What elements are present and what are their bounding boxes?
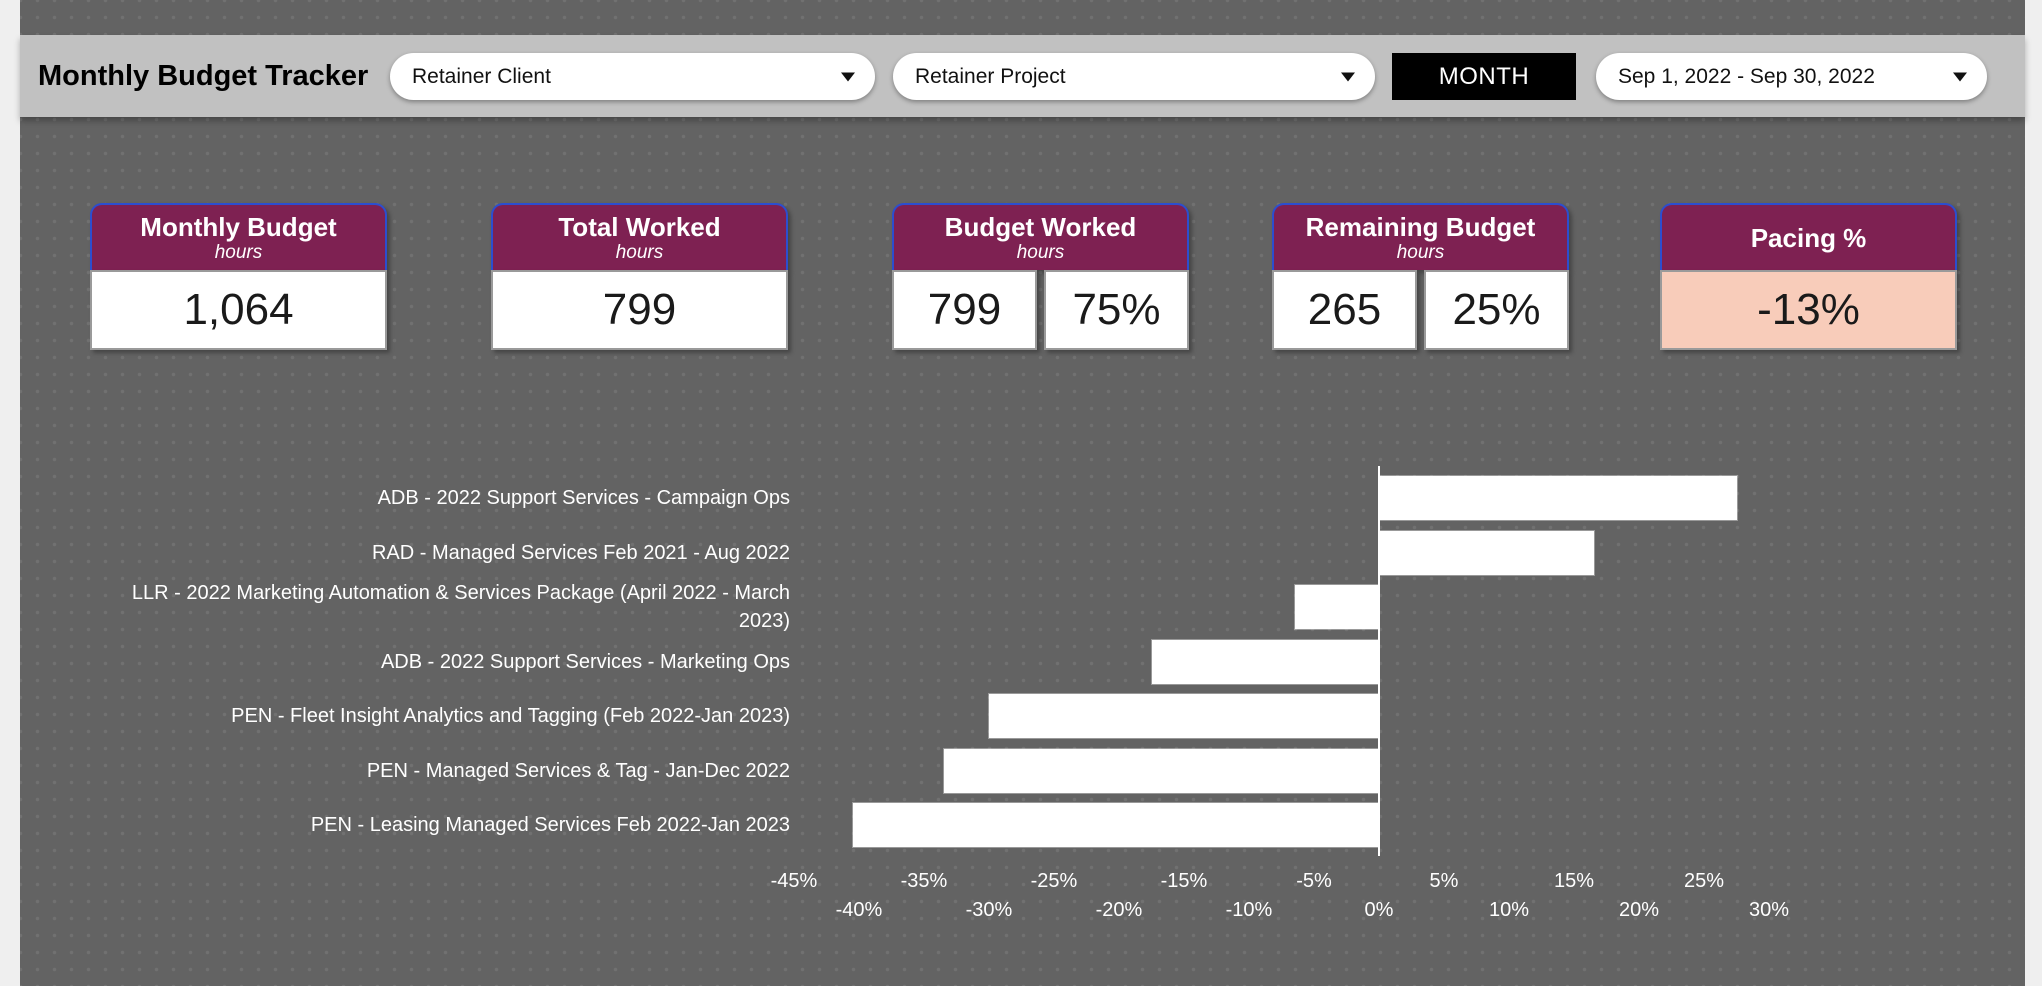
- scorecard-value: 799: [892, 270, 1037, 350]
- bar[interactable]: [852, 803, 1379, 847]
- scorecard-body: 265 25%: [1272, 270, 1569, 350]
- category-label: PEN - Managed Services & Tag - Jan-Dec 2…: [366, 759, 790, 782]
- category-label: LLR - 2022 Marketing Automation & Servic…: [131, 582, 790, 632]
- category-label: ADB - 2022 Support Services - Campaign O…: [377, 487, 790, 509]
- bar[interactable]: [1294, 585, 1379, 629]
- category-label: RAD - Managed Services Feb 2021 - Aug 20…: [371, 541, 790, 564]
- bar[interactable]: [1151, 639, 1379, 684]
- scorecard: Remaining Budget hours 265 25%: [1272, 203, 1569, 350]
- date-range-dropdown[interactable]: Sep 1, 2022 - Sep 30, 2022: [1596, 53, 1987, 100]
- axis-tick-label: -15%: [1160, 870, 1208, 892]
- axis-tick-label: -45%: [770, 870, 818, 892]
- scorecard-title: Remaining Budget: [1305, 212, 1536, 242]
- scorecard-body: 1,064: [90, 270, 387, 350]
- scorecard-subtitle: hours: [615, 242, 664, 263]
- dashboard-canvas: Monthly Budget Tracker Retainer Client R…: [20, 0, 2025, 986]
- date-range-value: Sep 1, 2022 - Sep 30, 2022: [1618, 64, 1875, 88]
- scorecard: Total Worked hours 799: [491, 203, 788, 350]
- scorecard-body: 799 75%: [892, 270, 1189, 350]
- topbar: Monthly Budget Tracker Retainer Client R…: [20, 35, 2025, 117]
- axis-tick-label: -25%: [1030, 870, 1078, 892]
- bar[interactable]: [943, 748, 1379, 793]
- scorecard-subtitle: hours: [1016, 242, 1065, 263]
- month-toggle-button[interactable]: MONTH: [1392, 53, 1576, 100]
- zero-axis-line: [1378, 466, 1380, 856]
- axis-tick-label: 20%: [1618, 899, 1660, 921]
- axis-tick-label: 0%: [1364, 899, 1394, 921]
- scorecard-subtitle: hours: [214, 242, 263, 263]
- scorecard-header: Total Worked hours: [491, 203, 788, 270]
- scorecard-value: -13%: [1660, 270, 1957, 350]
- scorecard-header: Remaining Budget hours: [1272, 203, 1569, 270]
- axis-tick-label: -5%: [1296, 870, 1332, 892]
- axis-tick-label: 15%: [1553, 870, 1595, 892]
- chevron-down-icon: [1953, 72, 1967, 81]
- category-label: ADB - 2022 Support Services - Marketing …: [380, 650, 790, 673]
- axis-tick-label: -10%: [1225, 899, 1273, 921]
- scorecard-header: Monthly Budget hours: [90, 203, 387, 270]
- client-filter-value: Retainer Client: [412, 64, 551, 88]
- scorecard-header: Budget Worked hours: [892, 203, 1189, 270]
- axis-tick-label: 5%: [1429, 870, 1459, 892]
- scorecard-subtitle: hours: [1396, 242, 1445, 263]
- scorecard-title: Total Worked: [558, 212, 721, 242]
- scorecard-header: Pacing %: [1660, 203, 1957, 270]
- scorecard-title: Budget Worked: [944, 212, 1137, 242]
- chevron-down-icon: [841, 72, 855, 81]
- chevron-down-icon: [1341, 72, 1355, 81]
- scorecard-value: 1,064: [90, 270, 387, 350]
- scorecard-title: Pacing %: [1750, 222, 1867, 253]
- axis-tick-label: -20%: [1095, 899, 1143, 921]
- axis-tick-label: 10%: [1488, 899, 1530, 921]
- axis-tick-label: -40%: [835, 899, 883, 921]
- scorecard-body: 799: [491, 270, 788, 350]
- category-label: PEN - Leasing Managed Services Feb 2022-…: [310, 814, 790, 836]
- project-filter-dropdown[interactable]: Retainer Project: [893, 53, 1375, 100]
- project-filter-value: Retainer Project: [915, 64, 1066, 88]
- scorecard: Pacing % -13%: [1660, 203, 1957, 350]
- scorecard-value: 265: [1272, 270, 1417, 350]
- axis-tick-label: 30%: [1748, 899, 1790, 921]
- bar[interactable]: [989, 694, 1379, 738]
- category-label: PEN - Fleet Insight Analytics and Taggin…: [231, 705, 790, 727]
- axis-tick-label: 25%: [1683, 870, 1725, 892]
- axis-tick-label: -30%: [965, 899, 1013, 921]
- scorecard-body: -13%: [1660, 270, 1957, 350]
- page-title: Monthly Budget Tracker: [38, 59, 369, 92]
- scorecard-value: 25%: [1424, 270, 1569, 350]
- client-filter-dropdown[interactable]: Retainer Client: [390, 53, 875, 100]
- scorecard-value: 799: [491, 270, 788, 350]
- axis-tick-label: -35%: [900, 870, 948, 892]
- bar[interactable]: [1379, 476, 1737, 520]
- bar[interactable]: [1379, 530, 1594, 575]
- scorecard-title: Monthly Budget: [140, 212, 337, 242]
- scorecard-value: 75%: [1044, 270, 1189, 350]
- scorecard: Monthly Budget hours 1,064: [90, 203, 387, 350]
- scorecard: Budget Worked hours 799 75%: [892, 203, 1189, 350]
